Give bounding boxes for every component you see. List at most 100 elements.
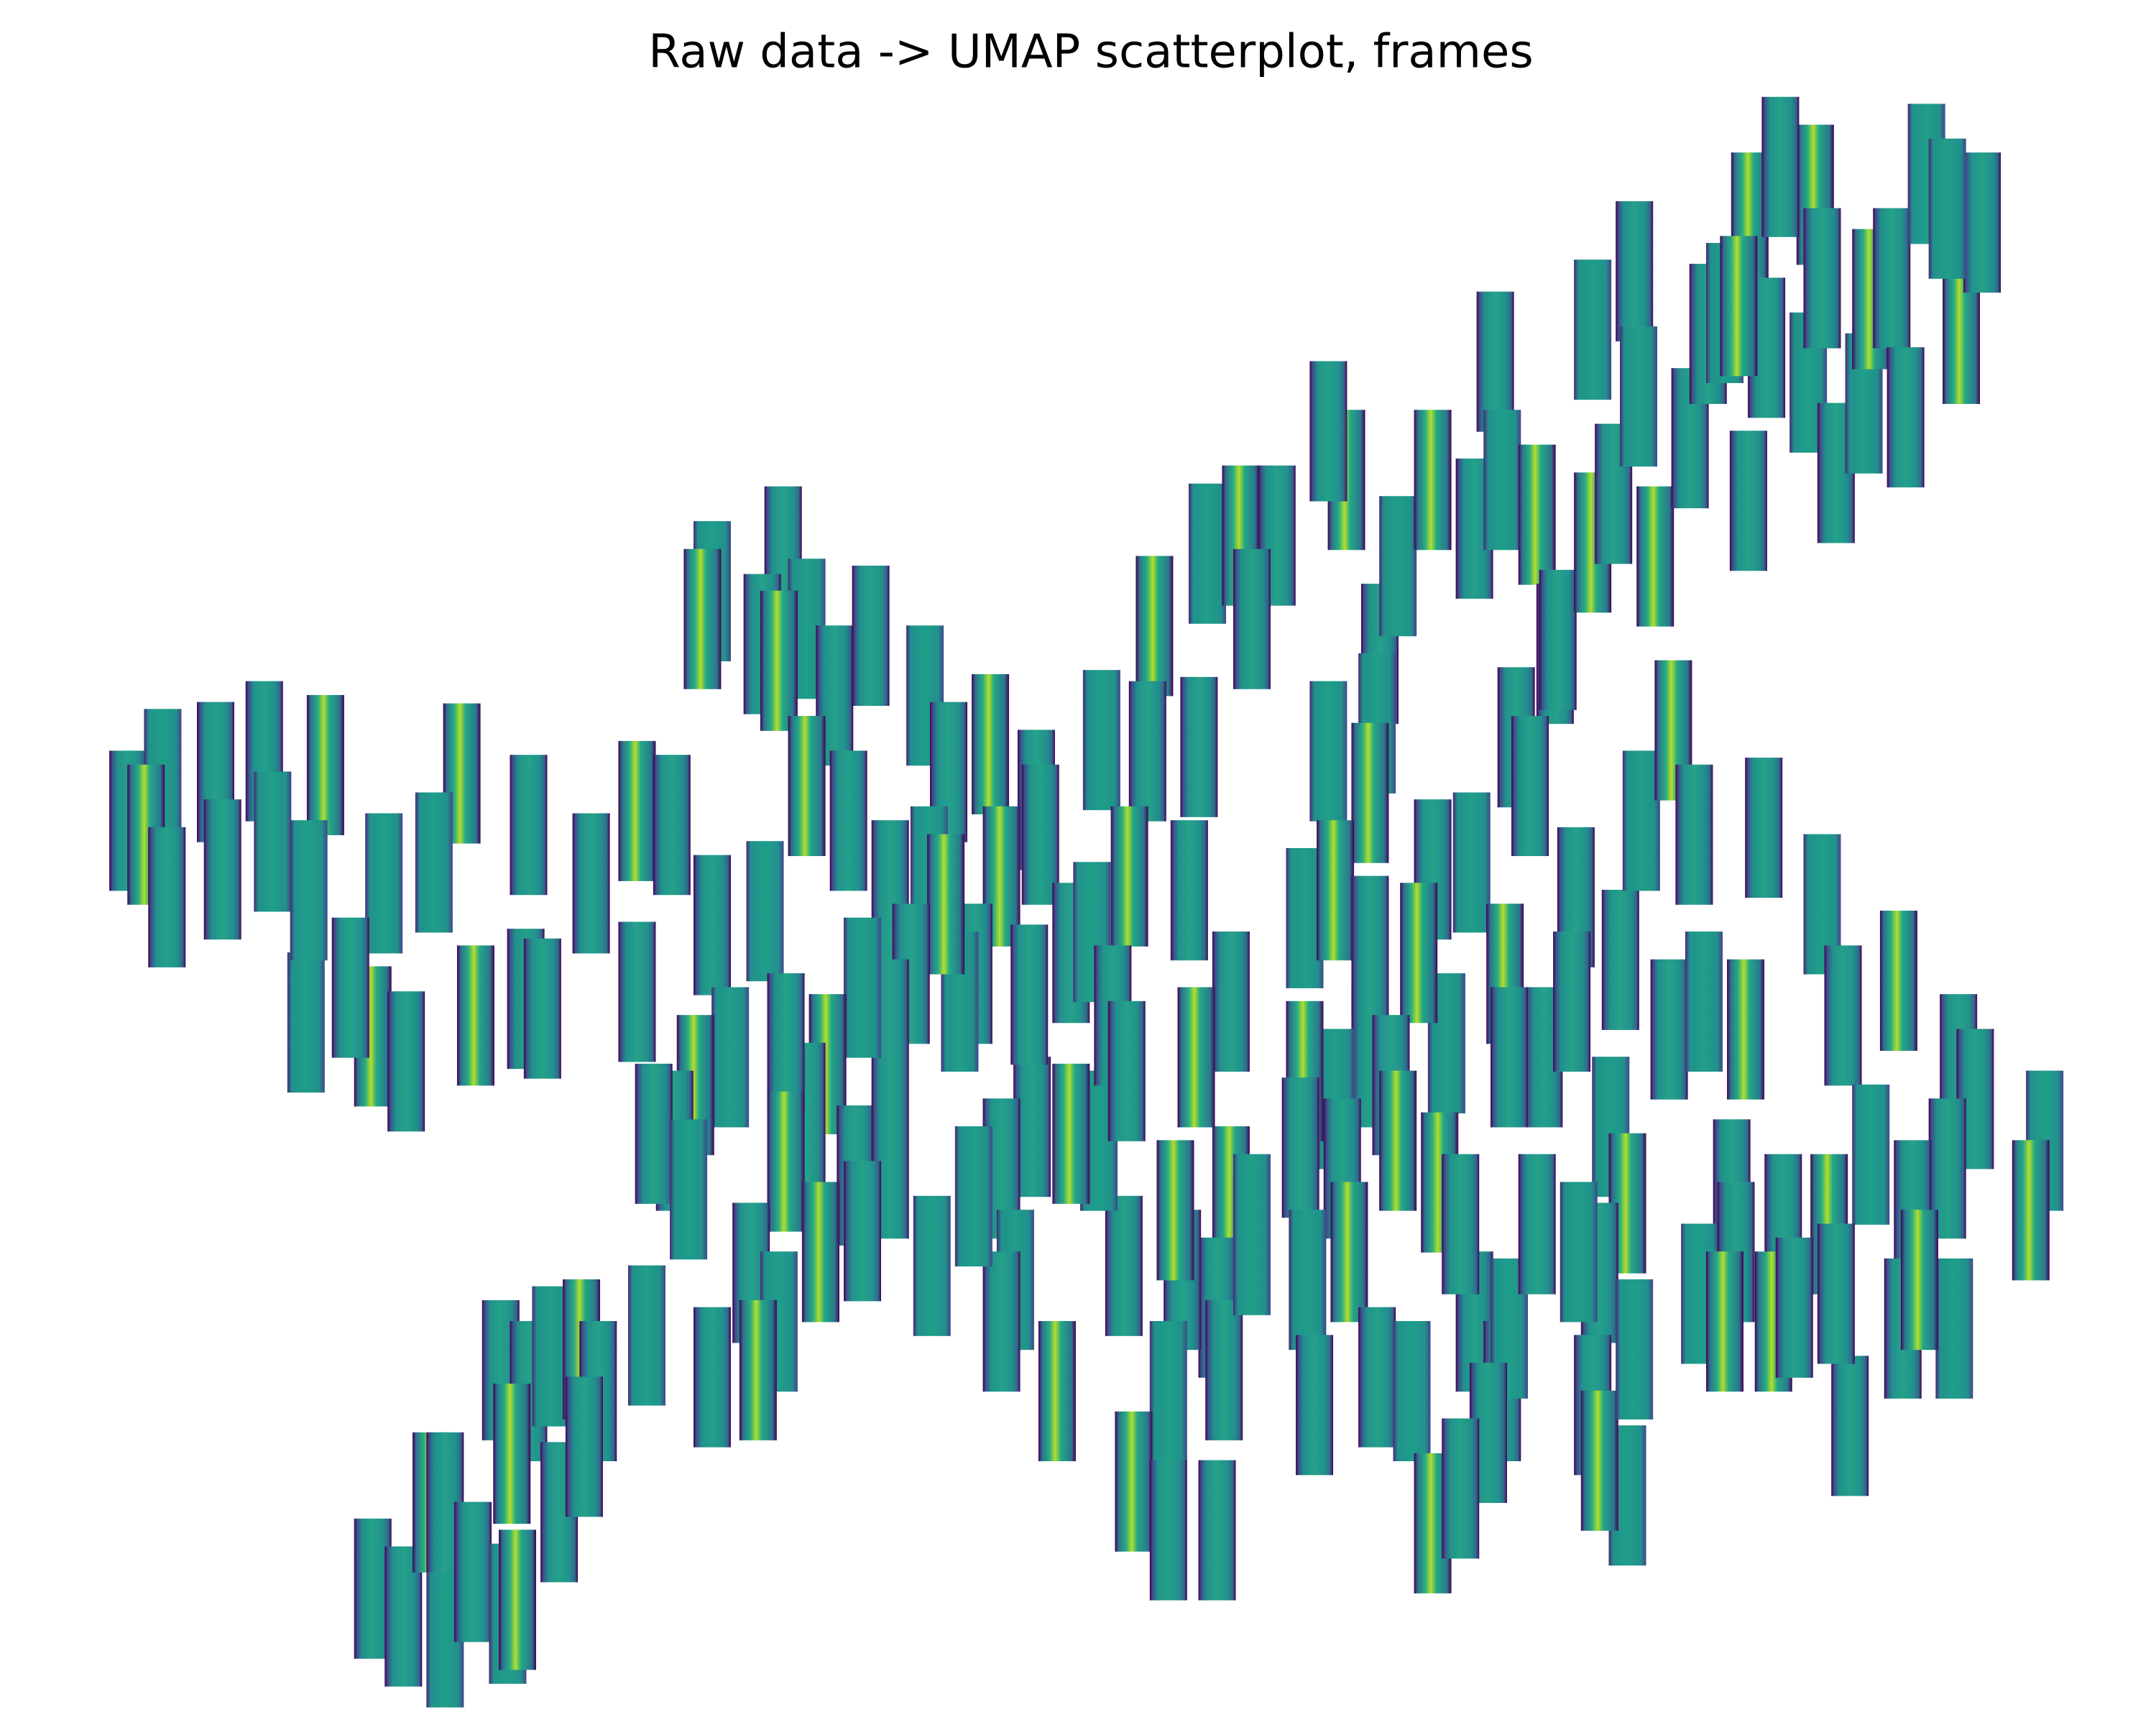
frame-thumbnail (1330, 1182, 1368, 1322)
frame-thumbnail (1518, 1154, 1556, 1294)
frame-thumbnail (454, 1501, 492, 1642)
frame-thumbnail (493, 1384, 531, 1524)
frame-thumbnail (1309, 361, 1348, 502)
frame-thumbnail (1761, 96, 1800, 237)
frame-thumbnail (1886, 347, 1925, 488)
frame-thumbnail (1852, 1084, 1890, 1225)
frame-thumbnail (510, 755, 548, 896)
frame-thumbnail (653, 755, 691, 896)
frame-thumbnail (1727, 959, 1765, 1100)
frame-thumbnail (788, 716, 826, 857)
frame-thumbnail (2012, 1140, 2050, 1281)
frame-thumbnail (1616, 201, 1654, 341)
frame-thumbnail (1198, 1460, 1236, 1601)
frame-thumbnail (1879, 911, 1917, 1052)
frame-thumbnail (1107, 1000, 1146, 1141)
frame-thumbnail (1135, 556, 1174, 696)
frame-thumbnail (1212, 932, 1250, 1072)
frame-thumbnail (1309, 681, 1348, 822)
frame-thumbnail (1379, 496, 1417, 637)
frame-thumbnail (1720, 236, 1758, 377)
frame-thumbnail (1560, 1182, 1598, 1322)
frame-thumbnail (829, 750, 867, 891)
frame-thumbnail (1580, 1390, 1618, 1531)
frame-thumbnail (1873, 208, 1911, 349)
frame-thumbnail (331, 917, 369, 1058)
frame-thumbnail (1149, 1320, 1187, 1461)
frame-thumbnail (1574, 259, 1612, 400)
frame-thumbnail (572, 813, 610, 954)
frame-thumbnail (1281, 1077, 1319, 1218)
frame-thumbnail (927, 834, 965, 975)
frame-thumbnail (1483, 410, 1521, 551)
frame-thumbnail (1038, 1320, 1076, 1461)
frame-thumbnail (1729, 431, 1767, 571)
frame-thumbnail (693, 1307, 731, 1448)
frame-thumbnail (1180, 676, 1218, 817)
frame-thumbnail (1616, 1279, 1654, 1420)
frame-thumbnail (254, 771, 292, 912)
frame-thumbnail (746, 841, 784, 982)
frame-thumbnail (1082, 670, 1120, 811)
frame-thumbnail (1476, 291, 1514, 432)
frame-thumbnail (1636, 486, 1674, 627)
frame-thumbnail (670, 1119, 708, 1260)
frame-thumbnail (1414, 410, 1452, 551)
frame-thumbnail (387, 991, 425, 1132)
frame-thumbnail (499, 1530, 536, 1670)
frame-thumbnail (954, 1126, 992, 1267)
frame-thumbnail (693, 855, 731, 995)
frame-thumbnail (565, 1376, 603, 1517)
frame-thumbnail (1675, 764, 1713, 905)
frame-thumbnail (1400, 883, 1438, 1024)
frame-thumbnail (982, 1251, 1021, 1392)
frame-thumbnail (1289, 1210, 1327, 1351)
frame-thumbnail (628, 1265, 665, 1406)
frame-thumbnail (852, 566, 890, 707)
frame-thumbnail (844, 917, 881, 1058)
frame-thumbnail (1010, 924, 1049, 1065)
frame-thumbnail (635, 1063, 673, 1204)
chart-title: Raw data -> UMAP scatterplot, frames (648, 26, 1533, 79)
frame-thumbnail (844, 1161, 881, 1302)
frame-thumbnail (739, 1300, 777, 1440)
frame-thumbnail (415, 792, 453, 933)
frame-thumbnail (1351, 722, 1389, 863)
frame-thumbnail (1105, 1195, 1143, 1336)
frame-thumbnail (972, 673, 1010, 814)
frame-thumbnail (523, 938, 561, 1079)
frame-thumbnail (1052, 1063, 1090, 1204)
frame-thumbnail (1205, 1300, 1243, 1440)
frame-thumbnail (1452, 792, 1491, 933)
frame-thumbnail (683, 548, 722, 689)
frame-thumbnail (1296, 1335, 1334, 1476)
frame-thumbnail (801, 1182, 839, 1322)
frame-thumbnail (1170, 820, 1208, 961)
frame-thumbnail (1824, 945, 1862, 1086)
frame-thumbnail (760, 590, 798, 731)
frame-thumbnail (618, 740, 656, 881)
frame-thumbnail (1156, 1140, 1194, 1281)
frame-thumbnail (456, 945, 494, 1086)
frame-thumbnail (1928, 138, 1966, 279)
frame-thumbnail (618, 921, 656, 1062)
frame-thumbnail (1393, 1320, 1431, 1461)
frame-thumbnail (1817, 1223, 1855, 1364)
frame-thumbnail (306, 695, 344, 836)
frame-thumbnail (1511, 716, 1549, 857)
frame-thumbnail (1601, 889, 1639, 1030)
frame-thumbnail (148, 827, 186, 967)
frame-thumbnail (287, 952, 325, 1093)
frame-thumbnail (1442, 1154, 1480, 1294)
plot-area (109, 96, 2064, 1708)
frame-thumbnail (1963, 152, 2001, 293)
frame-thumbnail (1110, 806, 1148, 947)
frame-thumbnail (1021, 764, 1059, 905)
frame-thumbnail (1358, 1307, 1396, 1448)
frame-thumbnail (1149, 1460, 1187, 1601)
frame-thumbnail (1620, 326, 1657, 467)
frame-thumbnail (1650, 959, 1688, 1100)
frame-thumbnail (767, 973, 805, 1114)
